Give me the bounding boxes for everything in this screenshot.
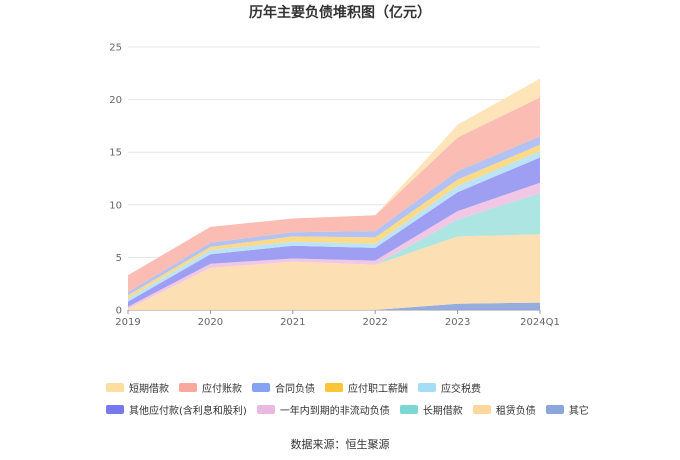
x-tick-label: 2024Q1 [520, 317, 560, 328]
x-tick-label: 2020 [198, 317, 223, 328]
legend-item[interactable]: 其他应付款(含利息和股利) [106, 402, 247, 417]
legend-item[interactable]: 其它 [545, 402, 589, 417]
area-series [128, 302, 540, 310]
legend-label: 其它 [568, 405, 589, 417]
legend-swatch [545, 404, 564, 414]
legend-item[interactable]: 应付账款 [179, 380, 242, 395]
legend-label: 一年内到期的非流动负债 [279, 405, 390, 417]
legend-swatch [418, 382, 436, 392]
legend-swatch [106, 382, 124, 392]
legend-label: 其他应付款(含利息和股利) [129, 405, 247, 417]
legend-label: 应交税费 [441, 383, 481, 395]
data-source-note: 数据来源：恒生聚源 [290, 438, 390, 451]
legend-label: 长期借款 [422, 405, 463, 417]
legend-label: 租赁负债 [495, 405, 536, 417]
y-tick-label: 20 [109, 95, 122, 106]
x-tick-label: 2021 [280, 317, 305, 328]
area-series [128, 234, 540, 310]
legend-swatch [252, 382, 270, 392]
legend-swatch [256, 404, 275, 414]
legend-item[interactable]: 短期借款 [106, 380, 169, 395]
legend-label: 应付职工薪酬 [348, 383, 408, 395]
chart-legend: 短期借款 应付账款 合同负债 应付职工薪酬 应交税费 其他应付款(含利息和股利) 一年内到… [106, 376, 596, 420]
x-tick-label: 2022 [362, 317, 387, 328]
legend-row: 其他应付款(含利息和股利) 一年内到期的非流动负债 长期借款 租赁负债 其它 [106, 398, 596, 420]
legend-label: 短期借款 [129, 383, 169, 395]
legend-item[interactable]: 合同负债 [252, 380, 315, 395]
y-tick-label: 15 [109, 148, 122, 159]
legend-item[interactable]: 一年内到期的非流动负债 [256, 402, 390, 417]
legend-swatch [399, 404, 418, 414]
y-tick-label: 10 [109, 200, 122, 211]
y-tick-label: 5 [116, 253, 122, 264]
legend-item[interactable]: 长期借款 [399, 402, 463, 417]
legend-item[interactable]: 应交税费 [418, 380, 481, 395]
legend-label: 合同负债 [275, 383, 315, 395]
legend-item[interactable]: 应付职工薪酬 [325, 380, 408, 395]
y-tick-label: 0 [116, 306, 122, 317]
legend-row: 短期借款 应付账款 合同负债 应付职工薪酬 应交税费 [106, 376, 596, 398]
y-tick-label: 25 [109, 43, 122, 54]
legend-swatch [325, 382, 343, 392]
legend-swatch [106, 404, 124, 414]
legend-swatch [472, 404, 491, 414]
stacked-area-chart: 0 5 10 15 20 25 2019 2020 2021 2022 2023 2024Q1 [109, 43, 560, 329]
x-tick-label: 2019 [115, 317, 140, 328]
x-tick-label: 2023 [445, 317, 470, 328]
legend-label: 应付账款 [202, 383, 242, 395]
chart-title: 历年主要负债堆积图（亿元） [249, 5, 431, 21]
legend-item[interactable]: 租赁负债 [472, 402, 536, 417]
legend-swatch [179, 382, 197, 392]
